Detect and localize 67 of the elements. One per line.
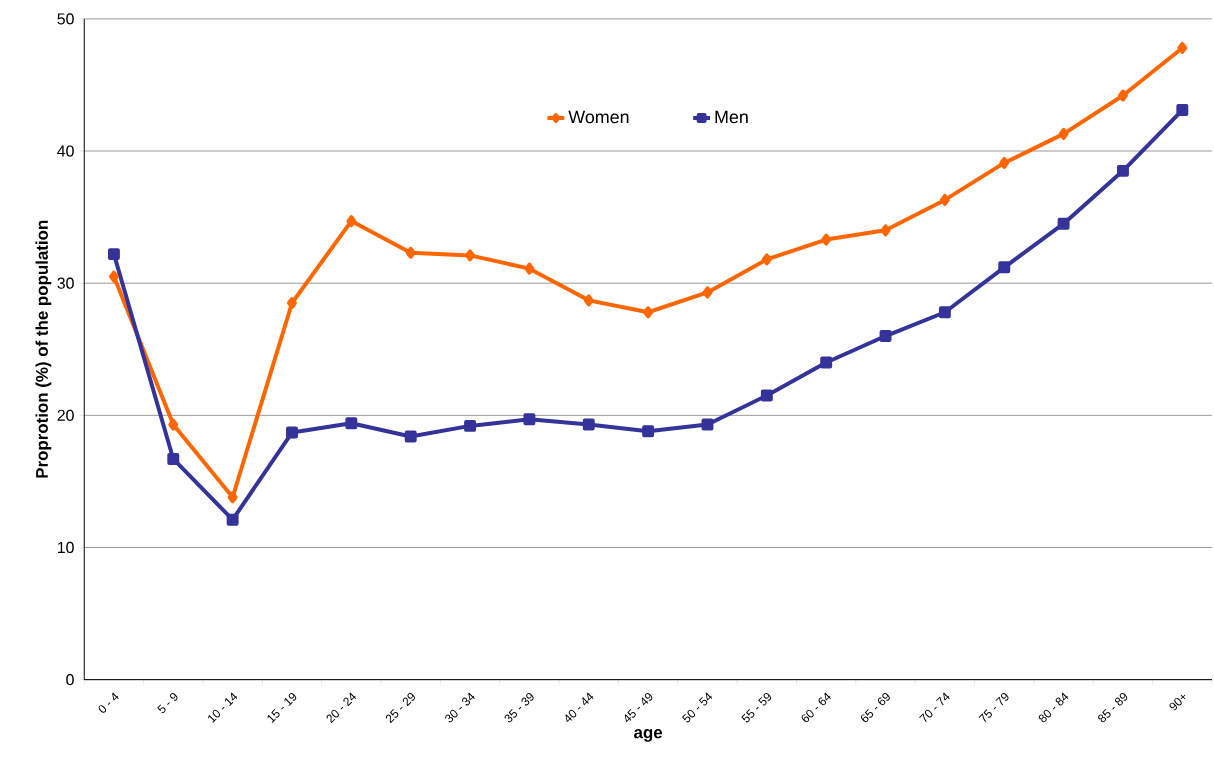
x-tick-label: 10 - 14: [208, 692, 238, 723]
point: [999, 156, 1010, 169]
legend-label: Men: [715, 110, 748, 124]
point: [405, 246, 416, 259]
x-tick-label: 40 - 44: [565, 692, 594, 723]
x-tick-label: 45 - 49: [624, 693, 653, 723]
x-tick-label: 65 - 69: [861, 693, 890, 723]
x-tick-label: 0 - 4: [98, 692, 119, 713]
point: [524, 262, 535, 275]
x-tick-label: 5 - 9: [157, 693, 178, 714]
point: [702, 286, 713, 299]
x-tick-label: 20 - 24: [326, 692, 357, 724]
point: [583, 294, 594, 307]
x-tick-label: 50 - 54: [682, 692, 713, 723]
point: [404, 430, 417, 443]
point: [582, 418, 595, 431]
point: [286, 426, 298, 439]
x-tick-label: 15 - 19: [267, 693, 297, 723]
x-tick-label: 35 - 39: [504, 693, 534, 723]
legend-label: Women: [568, 110, 629, 124]
point: [701, 418, 714, 431]
x-tick-label: 85 - 89: [1098, 693, 1128, 723]
point: [880, 224, 891, 237]
x-axis-title: age: [634, 729, 663, 742]
x-tick-label: 80 - 84: [1038, 692, 1069, 723]
point: [107, 248, 120, 261]
y-tick-label: 40: [57, 145, 74, 157]
point: [998, 261, 1011, 274]
point: [345, 417, 358, 430]
x-tick-label: 70 - 74: [919, 692, 950, 723]
point: [1117, 164, 1129, 177]
x-tick-label: 25 - 29: [385, 693, 415, 724]
y-tick-label: 10: [57, 541, 74, 554]
point: [227, 491, 238, 504]
y-tick-label: 0: [66, 674, 74, 686]
point: [1177, 41, 1188, 54]
point: [1058, 127, 1069, 140]
y-tick-label: 30: [57, 277, 74, 289]
point: [167, 452, 180, 465]
point: [523, 413, 536, 426]
point: [465, 249, 476, 262]
point: [226, 513, 239, 526]
point: [346, 215, 357, 228]
point: [464, 419, 477, 432]
x-tick-label: 60 - 64: [801, 692, 831, 723]
point: [820, 356, 833, 369]
x-tick-label: 55 - 59: [741, 693, 772, 723]
y-axis-title: Proprotion (%) of the population: [35, 220, 52, 478]
point: [287, 297, 297, 309]
x-tick-label: 30 - 34: [445, 692, 475, 723]
point: [108, 270, 119, 283]
point: [938, 306, 951, 319]
x-tick-label: 90+: [1169, 694, 1186, 711]
point: [1057, 217, 1070, 230]
y-tick-label: 20: [57, 409, 74, 421]
point: [760, 389, 773, 402]
point: [643, 306, 654, 319]
point: [1117, 89, 1128, 102]
point: [821, 233, 832, 246]
x-tick-label: 75 - 79: [978, 693, 1009, 723]
y-tick-label: 50: [57, 13, 74, 25]
point: [168, 418, 179, 431]
point: [1176, 104, 1189, 117]
point: [761, 253, 772, 266]
point: [642, 425, 655, 438]
point: [939, 193, 950, 206]
point: [879, 330, 892, 343]
